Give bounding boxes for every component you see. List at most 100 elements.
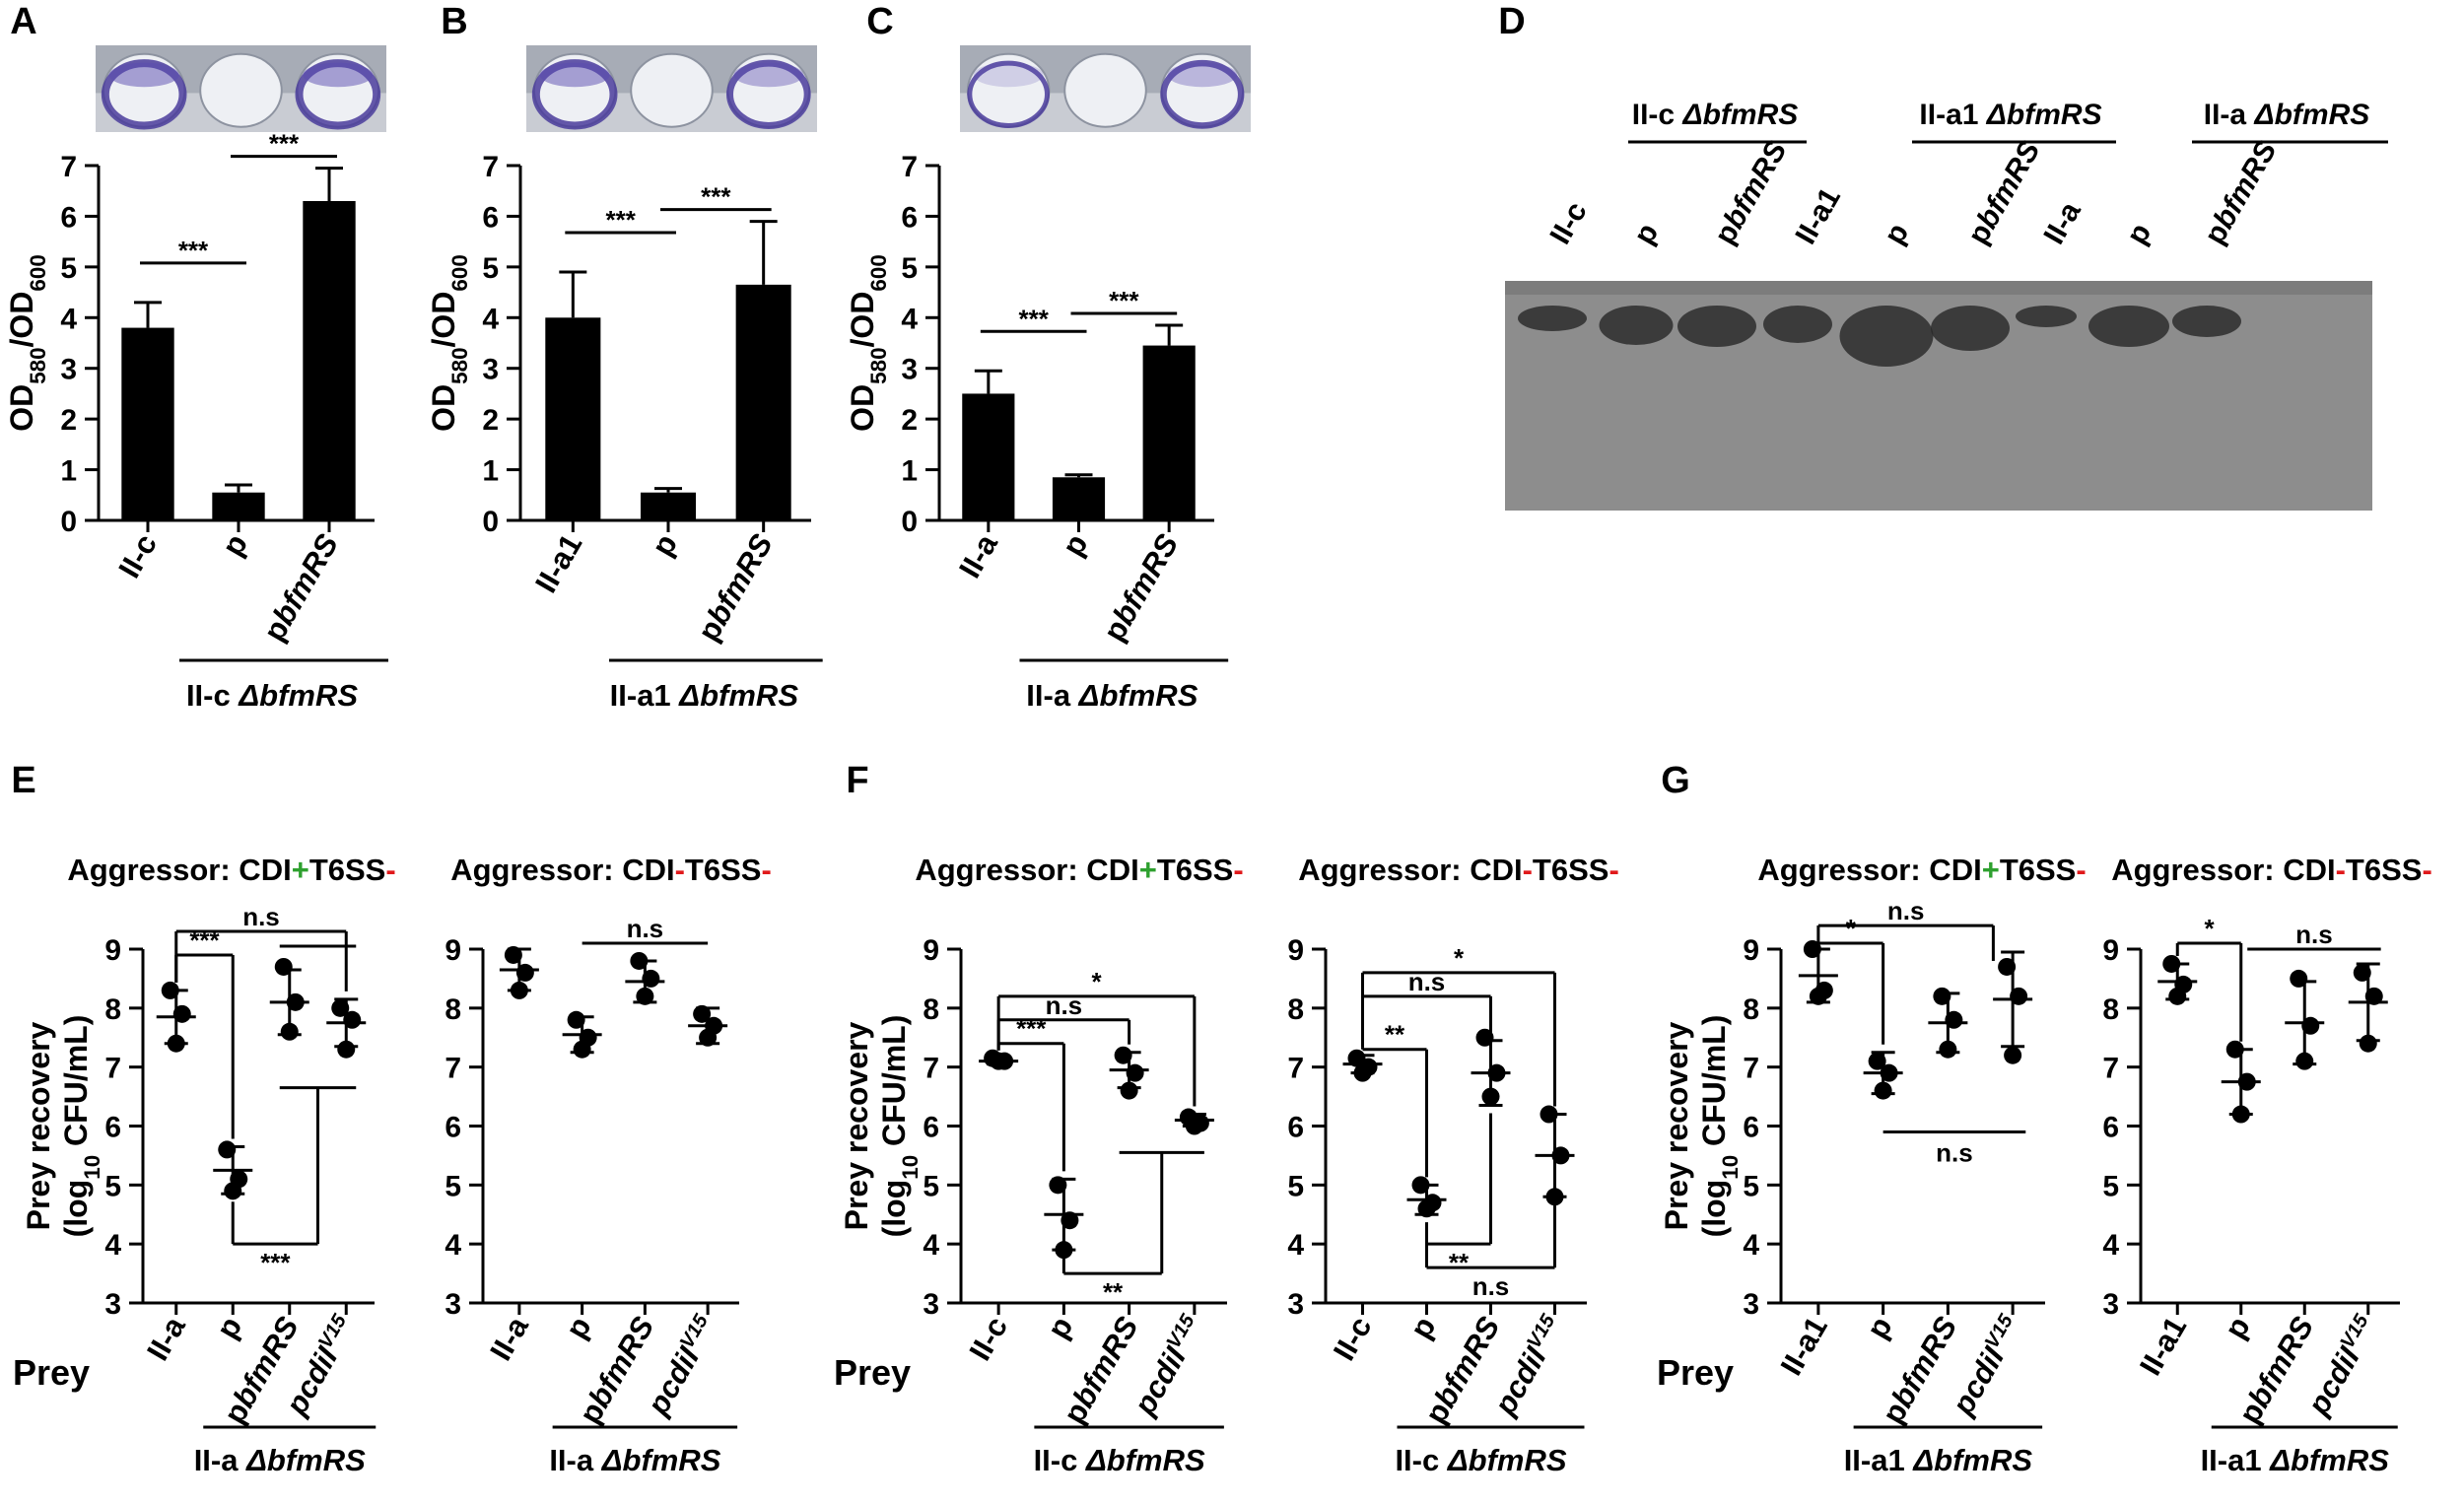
y-tick-label: 4 (901, 303, 918, 335)
label-part: II-a1 (1844, 1443, 1914, 1477)
significance-label: * (1846, 914, 1857, 943)
label-part: ΔbfmRS (1681, 99, 1798, 131)
label-part: ΔbfmRS (2253, 99, 2369, 131)
label-part: II-a1 (1774, 1311, 1834, 1381)
aggressor-label: Aggressor: CDI+T6SS- (915, 853, 1243, 887)
y-tick-label: 4 (1743, 1229, 1759, 1262)
label-part: OD (845, 384, 880, 432)
label-part: II-a1 (610, 678, 680, 713)
crystal-violet-ring (726, 59, 811, 129)
y-tick-label: 6 (923, 1112, 939, 1144)
label-part: T6SS (2346, 853, 2423, 887)
y-tick-label: 3 (104, 1288, 121, 1321)
category-label: p (1056, 528, 1095, 562)
significance-label: ** (1449, 1248, 1470, 1277)
label-part: Aggressor: CDI (67, 853, 291, 887)
group-label: II-c ΔbfmRS (186, 678, 358, 713)
gel-band (2088, 306, 2169, 347)
y-tick-label: 6 (1287, 1112, 1304, 1144)
category-label: II-a1 (528, 528, 588, 598)
label-part: II-a (1026, 678, 1078, 713)
crystal-violet-ring (1160, 59, 1245, 129)
label-part: ΔbfmRS (601, 1443, 721, 1477)
y-axis-label-line2: (log (876, 1180, 912, 1238)
prey-label: Prey (1657, 1352, 1734, 1393)
label-part: II-c (1034, 1443, 1086, 1477)
category-label: p (559, 1311, 598, 1344)
panel-letter-a: A (10, 1, 36, 42)
label-part: ΔbfmRS (245, 1443, 366, 1477)
label-part: p (2218, 1311, 2257, 1344)
label-part: T6SS (1533, 853, 1609, 887)
crystal-violet-stain (108, 62, 179, 88)
label-part: II-c (1543, 196, 1593, 249)
crystal-violet-stain (733, 62, 804, 88)
label-part: + (1982, 853, 2000, 887)
significance-label: n.s (1472, 1271, 1510, 1301)
label-part: ΔbfmRS (2269, 1443, 2389, 1477)
label-part: II-c (1395, 1443, 1447, 1477)
label-part: ΔbfmRS (678, 678, 798, 713)
panel-letter-f: F (846, 760, 868, 801)
label-part: II-a (140, 1310, 192, 1366)
category-label: p (1403, 1311, 1443, 1344)
label-part: - (385, 853, 395, 887)
label-part: p (1056, 528, 1095, 562)
y-tick-label: 1 (482, 455, 499, 488)
y-tick-label: 6 (1743, 1112, 1759, 1144)
y-tick-label: 0 (482, 506, 499, 538)
y-tick-label: 5 (104, 1170, 121, 1202)
y-tick-label: 5 (60, 252, 77, 285)
y-axis-label-sub: 10 (898, 1155, 923, 1180)
crystal-violet-stain (303, 62, 374, 88)
y-tick-label: 7 (60, 151, 77, 183)
lane-label: II-a1 (1789, 182, 1847, 249)
category-label: II-a (140, 1310, 192, 1366)
panel-letter-g: G (1661, 760, 1690, 801)
category-label: p (215, 528, 254, 562)
y-tick-label: 7 (1743, 1053, 1759, 1085)
aggressor-label: Aggressor: CDI+T6SS- (67, 853, 395, 887)
panel-letter-d: D (1498, 1, 1525, 42)
significance-label: *** (605, 205, 636, 235)
label-part: - (675, 853, 685, 887)
y-axis-label-line2: (log (58, 1180, 94, 1238)
label-part: pcdiI (1945, 1340, 2012, 1421)
lane-label: pbfmRS (1708, 135, 1793, 249)
lane-label: II-c (1543, 196, 1593, 249)
label-part: pcdiI (1127, 1340, 1194, 1421)
y-tick-label: 6 (482, 201, 499, 234)
label-part: II-a (2037, 196, 2087, 249)
label-part: II-c (1327, 1311, 1379, 1366)
bar (962, 393, 1015, 520)
label-part: /OD (4, 292, 39, 348)
label-part: - (2076, 853, 2086, 887)
y-tick-label: 4 (923, 1229, 939, 1262)
label-part: p (1627, 218, 1665, 249)
y-tick-label: 9 (1287, 934, 1304, 967)
y-tick-label: 1 (901, 455, 918, 488)
label-part: bfmRS (1106, 528, 1185, 631)
label-part: T6SS (685, 853, 762, 887)
panel-letter-b: B (441, 1, 467, 42)
bar (545, 317, 601, 520)
y-axis-label-unit: CFU/mL) (1696, 1015, 1732, 1155)
label-part: T6SS (309, 853, 386, 887)
bar (1052, 477, 1106, 520)
y-tick-label: 5 (482, 252, 499, 285)
gel-band (1931, 306, 2010, 351)
label-part: p (1403, 1311, 1443, 1344)
y-axis-label-sub: 10 (80, 1155, 104, 1180)
y-tick-label: 3 (2102, 1288, 2119, 1321)
label-part: bfmRS (266, 528, 345, 631)
y-tick-label: 4 (482, 303, 499, 335)
label-part: + (1139, 853, 1157, 887)
y-tick-label: 2 (901, 404, 918, 437)
category-label: II-a1 (2133, 1311, 2193, 1381)
significance-label: n.s (1046, 991, 1083, 1020)
label-part: II-a1 (528, 528, 588, 598)
gel-group-label: II-c ΔbfmRS (1632, 99, 1799, 131)
scatter-chart-e1: 3 4 5 6 7 8 9 Prey recovery(log10 CFU/mL) Aggres… (21, 853, 396, 1477)
